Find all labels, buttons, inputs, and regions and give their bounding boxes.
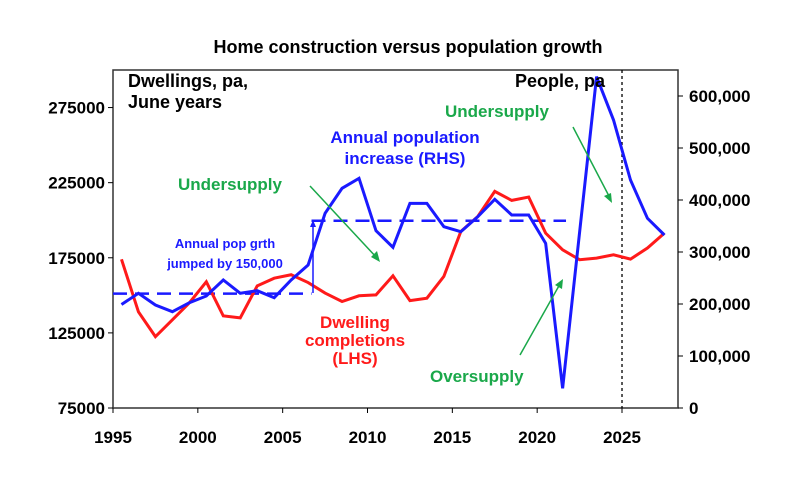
population-label-1: Annual population <box>330 128 479 147</box>
right-tick-label: 100,000 <box>689 347 750 366</box>
dwelling-label-1: Dwelling <box>320 313 390 332</box>
undersupply-arrow-1 <box>309 185 378 259</box>
undersupply-annotation-1: Undersupply <box>178 175 282 194</box>
x-tick-label: 2025 <box>603 428 641 447</box>
left-axis-label-2: June years <box>128 92 222 112</box>
undersupply-arrowhead-2 <box>604 193 612 203</box>
jump-annotation-2: jumped by 150,000 <box>166 256 283 271</box>
right-axis-label: People, pa <box>515 71 606 91</box>
right-tick-label: 200,000 <box>689 295 750 314</box>
right-tick-label: 300,000 <box>689 243 750 262</box>
undersupply-arrowhead-1 <box>371 251 380 262</box>
chart-title: Home construction versus population grow… <box>213 37 602 57</box>
x-tick-label: 2000 <box>179 428 217 447</box>
oversupply-arrow <box>519 283 561 356</box>
x-tick-label: 2015 <box>433 428 471 447</box>
x-tick-label: 2005 <box>264 428 302 447</box>
plot-area <box>112 69 679 409</box>
oversupply-arrowhead <box>555 279 563 289</box>
population-label-2: increase (RHS) <box>345 149 466 168</box>
left-tick-label: 75000 <box>58 399 105 418</box>
dwelling-label-3: (LHS) <box>332 349 377 368</box>
oversupply-annotation: Oversupply <box>430 367 524 386</box>
undersupply-arrow-2 <box>572 126 611 199</box>
x-tick-label: 2020 <box>518 428 556 447</box>
left-tick-label: 175000 <box>48 249 105 268</box>
left-tick-label: 275000 <box>48 99 105 118</box>
right-tick-label: 400,000 <box>689 191 750 210</box>
left-tick-label: 225000 <box>48 174 105 193</box>
left-tick-label: 125000 <box>48 324 105 343</box>
left-axis-label-1: Dwellings, pa, <box>128 71 248 91</box>
right-tick-label: 500,000 <box>689 139 750 158</box>
x-tick-label: 1995 <box>94 428 132 447</box>
undersupply-annotation-2: Undersupply <box>445 102 549 121</box>
x-tick-label: 2010 <box>349 428 387 447</box>
right-tick-label: 0 <box>689 399 698 418</box>
jump-arrowhead <box>310 220 316 227</box>
dwelling-label-2: completions <box>305 331 405 350</box>
jump-annotation-1: Annual pop grth <box>175 236 275 251</box>
right-tick-label: 600,000 <box>689 87 750 106</box>
